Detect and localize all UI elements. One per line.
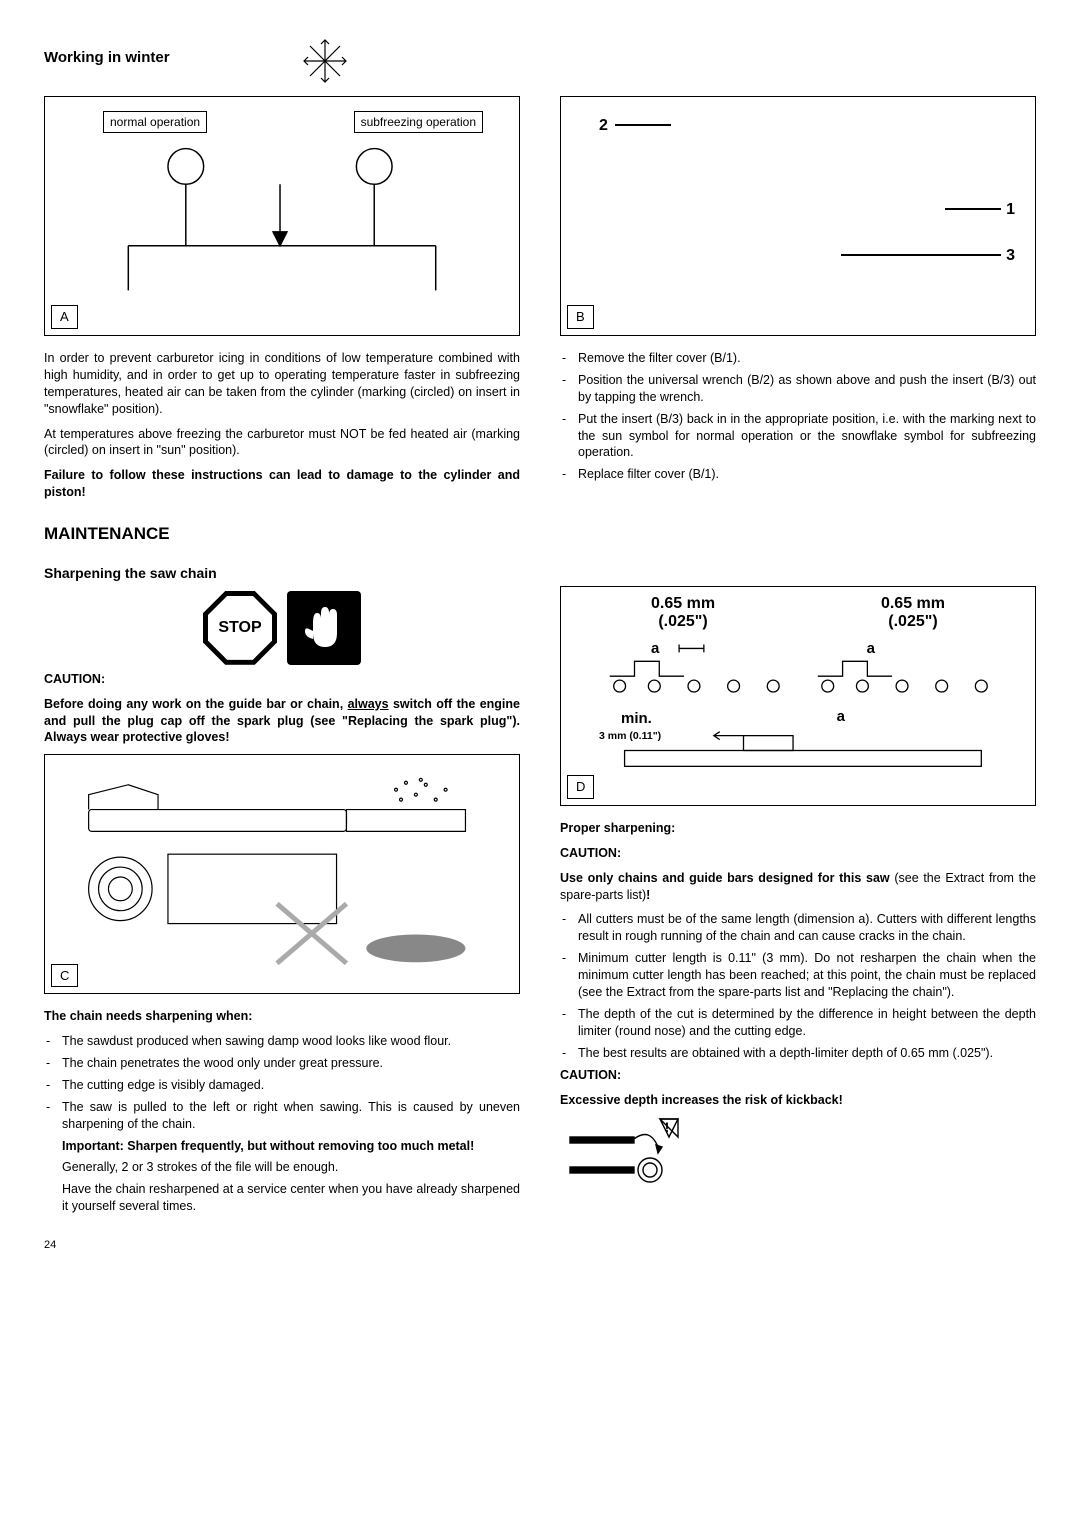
section-title: Working in winter: [44, 48, 170, 68]
warning-icons: STOP: [44, 591, 520, 665]
dim-a-bottom: a: [837, 709, 845, 726]
list-item: The best results are obtained with a dep…: [578, 1045, 1036, 1062]
svg-text:!: !: [665, 1119, 670, 1135]
caution-label-3: CAUTION:: [560, 1067, 1036, 1084]
instruction-list-b: Remove the filter cover (B/1). Position …: [560, 350, 1036, 483]
use-only-text: Use only chains and guide bars designed …: [560, 870, 1036, 904]
snowflake-icon: [300, 36, 350, 86]
list-item: Position the universal wrench (B/2) as s…: [578, 372, 1036, 406]
list-item: The sawdust produced when sawing damp wo…: [62, 1033, 520, 1050]
dim-1b: (.025"): [658, 613, 707, 630]
list-item: The cutting edge is visibly damaged.: [62, 1077, 520, 1094]
dim-2b: (.025"): [888, 613, 937, 630]
subfreezing-op-label: subfreezing operation: [354, 111, 483, 133]
dim-a-right: a: [867, 641, 875, 658]
dim-a-left: a: [651, 641, 659, 658]
figure-d: 0.65 mm (.025") 0.65 mm (.025") a a min.…: [560, 586, 1036, 806]
dim-min-mm: 3 mm (0.11"): [599, 731, 661, 743]
list-item: Replace filter cover (B/1).: [578, 466, 1036, 483]
normal-op-label: normal operation: [103, 111, 207, 133]
dim-1: 0.65 mm: [651, 595, 715, 612]
figures-row-1: normal operation subfreezing operation A: [44, 96, 1036, 350]
figure-c: C: [44, 754, 520, 994]
maintenance-heading: MAINTENANCE: [44, 523, 1036, 546]
list-item: Remove the filter cover (B/1).: [578, 350, 1036, 367]
excessive-depth: Excessive depth increases the risk of ki…: [560, 1092, 1036, 1109]
figure-a: normal operation subfreezing operation A: [44, 96, 520, 336]
callout-3: 3: [1006, 245, 1015, 267]
list-item: Put the insert (B/3) back in in the appr…: [578, 411, 1036, 462]
list-item: The saw is pulled to the left or right w…: [62, 1099, 520, 1215]
dim-min: min.: [621, 711, 652, 728]
when-list: The sawdust produced when sawing damp wo…: [44, 1033, 520, 1215]
caution-label-2: CAUTION:: [560, 845, 1036, 862]
figure-c-label: C: [51, 964, 78, 988]
figure-b-label: B: [567, 305, 594, 329]
figure-b: 2 1 3 B: [560, 96, 1036, 336]
glove-icon: [287, 591, 361, 665]
list-item: The depth of the cut is determined by th…: [578, 1006, 1036, 1040]
list-item: Minimum cutter length is 0.11" (3 mm). D…: [578, 950, 1036, 1001]
figure-a-label: A: [51, 305, 78, 329]
caution-label: CAUTION:: [44, 671, 520, 688]
callout-1: 1: [1006, 199, 1015, 221]
maintenance-row: Sharpening the saw chain STOP CAUTION: B…: [44, 556, 1036, 1220]
page-number: 24: [44, 1238, 1036, 1253]
proper-heading: Proper sharpening:: [560, 820, 1036, 837]
callout-2: 2: [599, 115, 608, 137]
header-row: Working in winter: [44, 36, 1036, 86]
list-item: All cutters must be of the same length (…: [578, 911, 1036, 945]
dim-2: 0.65 mm: [881, 595, 945, 612]
sharpening-heading: Sharpening the saw chain: [44, 564, 520, 583]
stop-sign-icon: STOP: [203, 591, 277, 665]
winter-p1: In order to prevent carburetor icing in …: [44, 350, 520, 418]
text-row-1: In order to prevent carburetor icing in …: [44, 350, 1036, 509]
caution-text: Before doing any work on the guide bar o…: [44, 696, 520, 747]
kickback-icon: !: [560, 1117, 1036, 1187]
winter-p2: At temperatures above freezing the carbu…: [44, 426, 520, 460]
when-heading: The chain needs sharpening when:: [44, 1008, 520, 1025]
figure-d-diagram: [561, 587, 1035, 805]
list-item: The chain penetrates the wood only under…: [62, 1055, 520, 1072]
figure-d-label: D: [567, 775, 594, 799]
proper-list: All cutters must be of the same length (…: [560, 911, 1036, 1061]
figure-c-illustration: [45, 755, 519, 993]
winter-warning: Failure to follow these instructions can…: [44, 467, 520, 501]
